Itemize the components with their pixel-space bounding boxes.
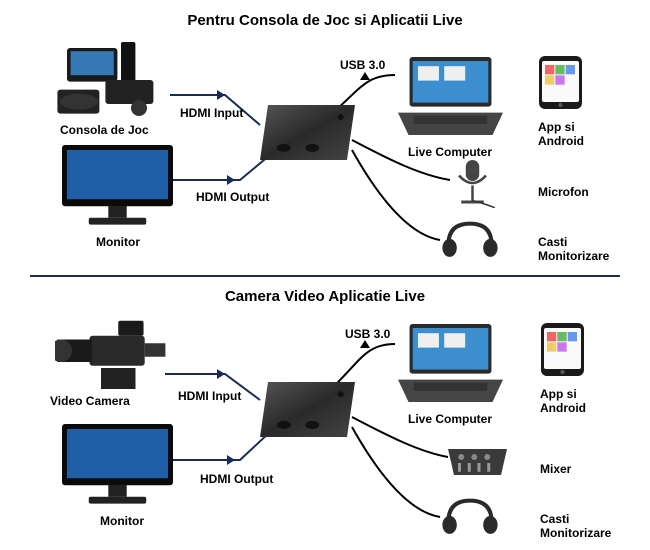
diagram2-capture-icon [260,382,355,437]
diagram2-phone-icon [540,322,585,377]
diagram1-mic-icon [450,158,495,208]
diagram1-title: Pentru Consola de Joc si Aplicatii Live [0,12,650,29]
diagram1-panel: Pentru Consola de Joc si Aplicatii Live [0,0,650,275]
diagram1-laptop-icon [398,55,503,135]
diagram2-label-mixer: Mixer [540,462,571,476]
diagram2-label-hdmi_out: HDMI Output [200,472,273,486]
diagram2-label-head: Casti Monitorizare [540,512,611,540]
diagram2-label-monitor: Monitor [100,514,144,528]
diagram2-label-usb: USB 3.0 [345,327,390,341]
diagram1-phone-icon [538,55,583,110]
diagram1-label-live_pc: Live Computer [408,145,492,159]
diagram2-label-hdmi_in: HDMI Input [178,389,241,403]
diagram2-title: Camera Video Aplicatie Live [0,288,650,305]
diagram1-label-usb: USB 3.0 [340,58,385,72]
section-divider [30,275,620,277]
diagram1-label-hdmi_in: HDMI Input [180,106,243,120]
diagram2-panel: Camera Video Aplicatie Live [0,282,650,550]
diagram2-head-icon [440,497,500,542]
diagram1-head-icon [440,220,500,265]
diagram1-label-monitor: Monitor [96,235,140,249]
diagram1-label-mic: Microfon [538,185,589,199]
diagram1-monitor-icon [60,143,175,228]
diagram2-label-camera: Video Camera [50,394,130,408]
diagram1-capture-icon [260,105,355,160]
diagram1-label-hdmi_out: HDMI Output [196,190,269,204]
diagram1-console-icon [55,40,175,120]
diagram2-label-live_pc: Live Computer [408,412,492,426]
diagram2-camera-icon [55,317,170,392]
diagram2-label-app: App si Android [540,387,586,415]
diagram2-monitor-icon [60,422,175,507]
diagram1-label-console: Consola de Joc [60,123,149,137]
diagram1-label-head: Casti Monitorizare [538,235,609,263]
diagram1-label-app: App si Android [538,120,584,148]
diagram2-laptop-icon [398,322,503,402]
diagram2-mixer-icon [445,437,510,477]
